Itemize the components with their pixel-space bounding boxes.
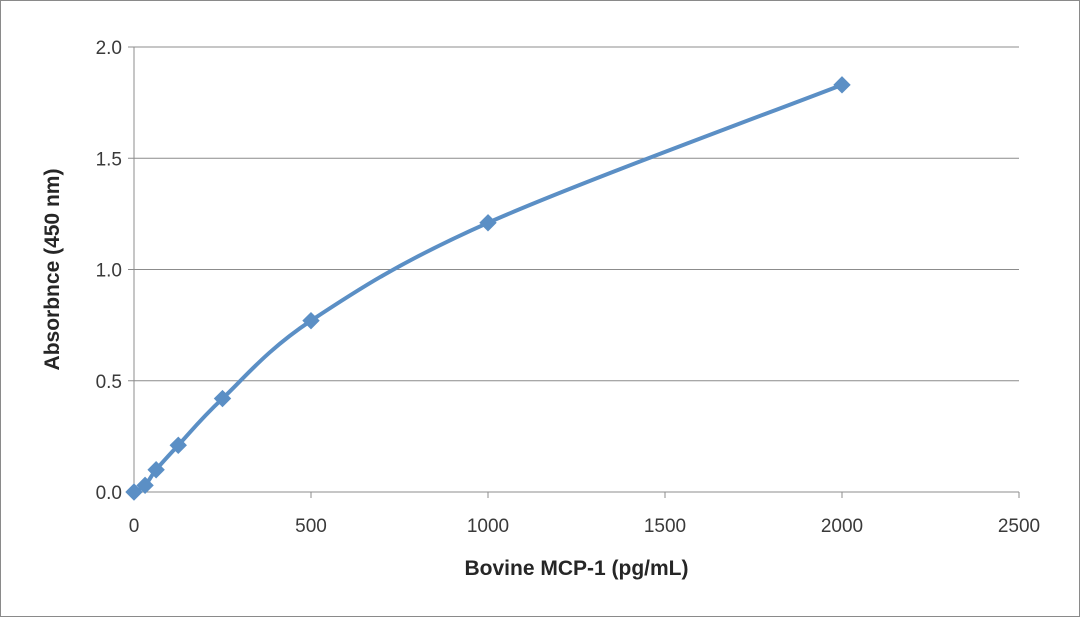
y-tick-label: 2.0 — [96, 38, 122, 59]
x-axis-title: Bovine MCP-1 (pg/mL) — [465, 557, 689, 580]
y-axis-title: Absorbnce (450 nm) — [41, 169, 64, 371]
y-tick-label: 0.5 — [96, 372, 122, 393]
data-point-marker — [136, 476, 154, 495]
axes — [133, 47, 1020, 498]
data-point-marker — [833, 76, 851, 94]
x-tick-label: 500 — [295, 516, 327, 537]
series — [125, 76, 851, 501]
series-line — [132, 82, 844, 494]
y-tick-labels: 0.0 0.5 1.0 1.5 2.0 — [96, 38, 122, 504]
x-tick-label: 2000 — [821, 516, 863, 537]
data-point-marker — [213, 389, 232, 408]
y-tick-label: 1.5 — [96, 149, 122, 170]
x-tick-label: 2500 — [998, 516, 1040, 537]
x-tick-label: 0 — [129, 516, 140, 537]
x-tick-label: 1000 — [467, 516, 509, 537]
data-point-marker — [147, 461, 165, 479]
data-point-marker — [302, 311, 320, 330]
x-tick-labels: 0 500 1000 1500 2000 2500 — [129, 516, 1040, 537]
data-point-marker — [169, 436, 187, 454]
gridlines — [128, 46, 1019, 493]
y-tick-label: 1.0 — [96, 261, 122, 282]
data-point-marker — [125, 483, 143, 501]
data-point-marker — [479, 214, 497, 232]
x-tick-label: 1500 — [644, 516, 686, 537]
y-tick-label: 0.0 — [96, 483, 122, 504]
